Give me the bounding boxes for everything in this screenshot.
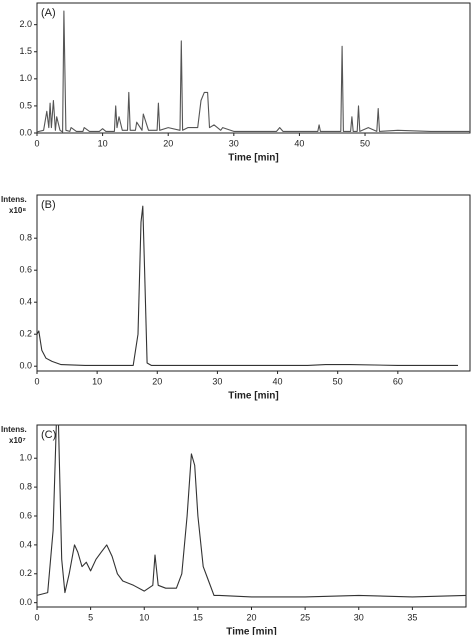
x-tick-label: 20 [163, 138, 173, 148]
x-tick-label: 60 [393, 376, 403, 386]
y-tick-label: 0.0 [19, 127, 32, 137]
y-tick-label: 0.6 [19, 265, 32, 275]
chromatogram-line [36, 424, 467, 598]
y-tick-label: 0.0 [19, 361, 32, 371]
y-tick-label: 0.5 [19, 100, 32, 110]
y-tick-label: 0.6 [19, 510, 32, 520]
plot-frame [36, 424, 467, 608]
x-tick-label: 30 [354, 612, 364, 622]
panel-label: (A) [41, 7, 56, 19]
x-tick-label: 30 [212, 376, 222, 386]
y-tick-label: 1.0 [19, 73, 32, 83]
plot-frame [36, 194, 471, 372]
y-tick-label: 0.0 [19, 597, 32, 607]
x-tick-label: 20 [246, 612, 256, 622]
x-tick-label: 0 [34, 612, 39, 622]
y-axis-label: Intens. [1, 425, 27, 434]
chromatogram-line [36, 10, 470, 133]
x-tick-label: 10 [98, 138, 108, 148]
y-tick-label: 1.0 [19, 453, 32, 463]
x-tick-label: 0 [34, 138, 39, 148]
x-tick-label: 40 [273, 376, 283, 386]
y-tick-label: 0.4 [19, 297, 32, 307]
y-tick-label: 0.2 [19, 568, 32, 578]
x-tick-label: 0 [34, 376, 39, 386]
x-tick-label: 50 [333, 376, 343, 386]
y-tick-label: 0.8 [19, 233, 32, 243]
panel-label: (C) [41, 429, 56, 441]
plot-frame [36, 2, 471, 134]
x-tick-label: 10 [139, 612, 149, 622]
x-tick-label: 35 [407, 612, 417, 622]
y-tick-label: 0.4 [19, 539, 32, 549]
x-axis-label: Time [min] [226, 627, 276, 635]
panel-label: (B) [41, 199, 56, 211]
x-tick-label: 15 [193, 612, 203, 622]
x-tick-label: 10 [92, 376, 102, 386]
x-axis-label: Time [min] [228, 153, 278, 164]
y-tick-label: 2.0 [19, 19, 32, 29]
y-tick-label: 0.2 [19, 329, 32, 339]
y-tick-label: 0.8 [19, 481, 32, 491]
y-axis-label: Intens. [1, 195, 27, 204]
chromatogram-line [36, 205, 458, 366]
y-tick-label: 1.5 [19, 46, 32, 56]
x-tick-label: 30 [229, 138, 239, 148]
x-tick-label: 20 [152, 376, 162, 386]
x-axis-label: Time [min] [228, 391, 278, 402]
x-tick-label: 5 [88, 612, 93, 622]
x-tick-label: 25 [300, 612, 310, 622]
y-unit: x10⁷ [9, 436, 26, 445]
x-tick-label: 50 [360, 138, 370, 148]
x-tick-label: 40 [294, 138, 304, 148]
y-unit: x10⁸ [9, 206, 26, 215]
